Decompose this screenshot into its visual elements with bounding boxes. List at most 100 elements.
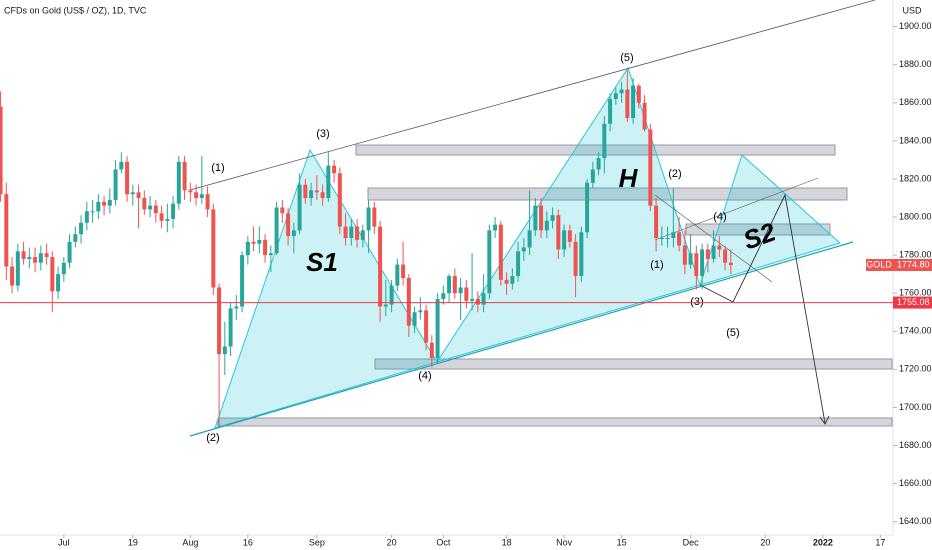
candle-body	[113, 169, 118, 200]
x-tick-label: 16	[243, 537, 253, 547]
candle-body	[435, 298, 440, 358]
wave-label: (2)	[668, 168, 681, 180]
candle-body	[274, 207, 279, 254]
wave-label: (4)	[713, 211, 726, 223]
y-tick-label: 1820.00	[899, 173, 932, 183]
candle-body	[728, 262, 733, 266]
zone	[367, 187, 848, 201]
candle-body	[291, 230, 296, 237]
candle-body	[642, 102, 647, 130]
candle-body	[412, 312, 417, 326]
candle-body	[171, 203, 176, 219]
projection-arrow	[699, 193, 826, 424]
candle-body	[286, 213, 291, 237]
x-tick-label: 17	[875, 537, 885, 547]
price-axis-bg	[893, 0, 932, 550]
candle-body	[447, 276, 452, 294]
candle-body	[481, 293, 486, 305]
x-tick-label: Oct	[436, 537, 451, 547]
zone	[217, 417, 893, 427]
candle-body	[562, 230, 567, 250]
candle-body	[613, 93, 618, 100]
trendline	[654, 177, 819, 241]
candle-body	[280, 207, 285, 214]
candle-body	[165, 218, 170, 221]
candle-body	[424, 310, 429, 343]
candle-body	[596, 158, 601, 170]
currency: USD	[902, 5, 922, 15]
candle-body	[107, 199, 112, 206]
candle-body	[182, 161, 187, 191]
wave-label: (4)	[418, 370, 431, 382]
candle-body	[700, 249, 705, 277]
candle-body	[378, 226, 383, 307]
candle-body	[142, 198, 147, 210]
candle-body	[723, 249, 728, 263]
x-tick-label: 19	[128, 537, 138, 547]
candle-body	[418, 310, 423, 313]
x-tick-label: 20	[760, 537, 770, 547]
candle-body	[539, 205, 544, 231]
zone	[685, 223, 831, 236]
price-tag-label: 1774.80	[897, 259, 930, 269]
candle-body	[493, 224, 498, 231]
candle-body	[84, 211, 89, 223]
candle-body	[671, 232, 676, 238]
candle-body	[659, 237, 664, 239]
candle-body	[102, 201, 107, 206]
candle-body	[441, 293, 446, 299]
candle-body	[79, 222, 84, 235]
candle-body	[452, 276, 457, 294]
candle-body	[263, 239, 268, 256]
drawings	[189, 0, 893, 437]
candle-body	[406, 277, 411, 326]
y-tick-label: 1880.00	[899, 59, 932, 69]
candle-body	[688, 253, 693, 265]
candle-body	[15, 251, 20, 286]
candle-body	[245, 241, 250, 256]
y-tick-label: 1860.00	[899, 97, 932, 107]
candles	[0, 70, 733, 427]
x-tick-label: Jul	[58, 537, 70, 547]
y-tick-label: 1660.00	[899, 478, 932, 488]
candle-body	[211, 209, 216, 288]
candle-body	[602, 123, 607, 159]
y-tick-label: 1640.00	[899, 516, 932, 526]
x-tick-label: 2022	[813, 537, 833, 547]
candle-body	[665, 237, 670, 239]
candle-body	[303, 184, 308, 199]
candle-body	[498, 224, 503, 280]
x-tick-label: 18	[502, 537, 512, 547]
y-tick-label: 1800.00	[899, 211, 932, 221]
y-tick-label: 1760.00	[899, 288, 932, 298]
candle-body	[343, 226, 348, 238]
candle-body	[234, 306, 239, 309]
candle-body	[96, 201, 101, 212]
candle-body	[383, 304, 388, 307]
candle-body	[504, 279, 509, 284]
candle-body	[648, 129, 653, 206]
candle-body	[27, 257, 32, 259]
chart-title: CFDs on Gold (US$ / OZ), 1D, TVC	[4, 5, 147, 15]
candle-body	[199, 194, 204, 199]
zone	[374, 358, 893, 370]
pattern-s2	[699, 154, 841, 286]
candle-body	[314, 190, 319, 193]
candle-body	[10, 266, 15, 286]
candle-body	[579, 232, 584, 277]
price-tag	[893, 259, 932, 272]
candle-body	[625, 89, 630, 119]
y-tick-label: 1680.00	[899, 440, 932, 450]
candle-body	[349, 226, 354, 238]
candle-body	[619, 89, 624, 94]
x-tick-label: Nov	[556, 537, 573, 547]
pattern-h	[435, 66, 701, 363]
candle-body	[130, 192, 135, 195]
candle-body	[608, 99, 613, 124]
x-tick-label: Dec	[683, 537, 700, 547]
y-tick-label: 1900.00	[899, 21, 932, 31]
candle-body	[429, 342, 434, 358]
candle-body	[188, 190, 193, 193]
trendline	[189, 241, 854, 437]
